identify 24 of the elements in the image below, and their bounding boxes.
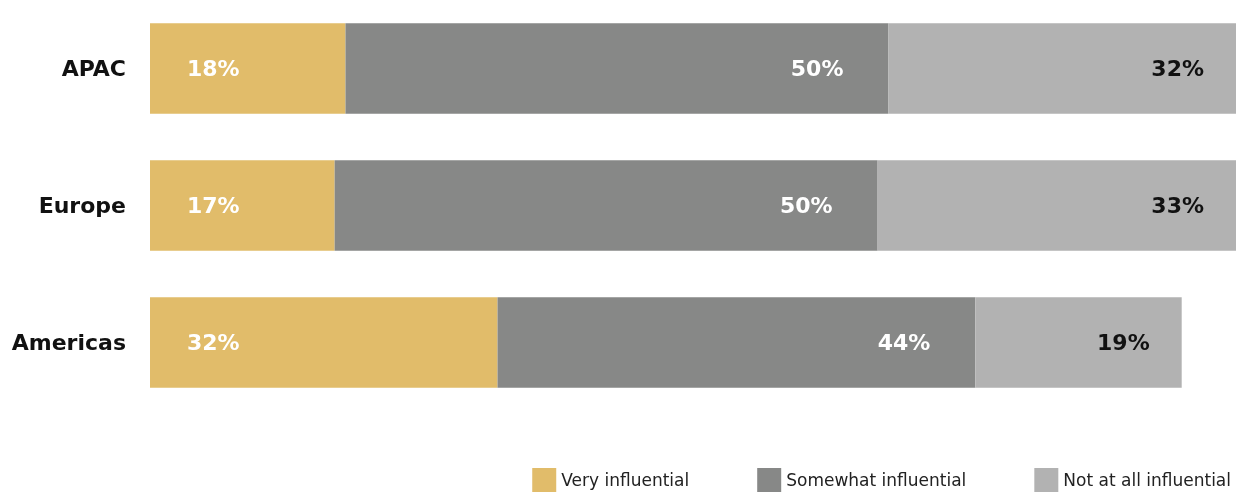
legend-label: Not at all influential	[1063, 470, 1231, 490]
bar	[497, 297, 976, 388]
y-tick-label: Americas	[11, 330, 126, 355]
y-tick-label: Europe	[38, 193, 126, 218]
data-label: 32%	[187, 330, 240, 355]
bar	[150, 160, 335, 251]
data-label: 44%	[877, 330, 931, 355]
bar	[888, 23, 1236, 114]
data-label: 19%	[1097, 330, 1150, 355]
bar	[150, 23, 346, 114]
data-label: 50%	[790, 56, 844, 81]
legend-label: Very influential	[561, 470, 690, 490]
data-label: 50%	[779, 193, 833, 218]
y-tick-label: APAC	[61, 56, 126, 81]
bar	[877, 160, 1236, 251]
bar	[150, 297, 498, 388]
bar	[345, 23, 889, 114]
data-label: 33%	[1151, 193, 1204, 218]
bar	[334, 160, 878, 251]
data-label: 17%	[187, 193, 240, 218]
data-label: 18%	[187, 56, 240, 81]
data-label: 32%	[1151, 56, 1204, 81]
bar	[975, 297, 1182, 388]
legend-label: Somewhat influential	[786, 470, 967, 490]
